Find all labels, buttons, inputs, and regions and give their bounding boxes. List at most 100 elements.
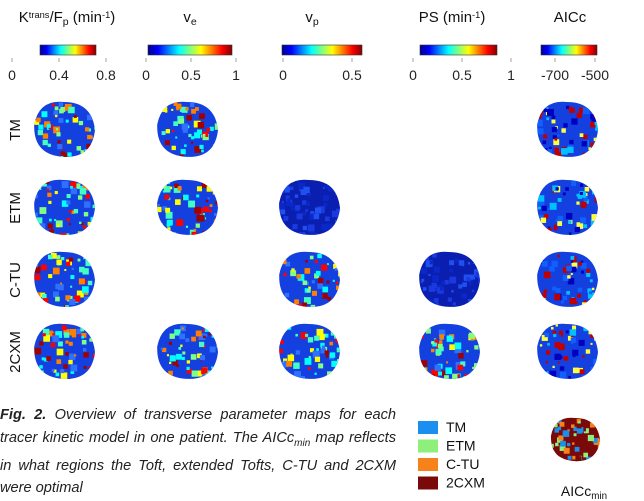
map-pixel <box>75 308 77 310</box>
map-pixel <box>332 187 335 190</box>
map-pixel <box>280 188 285 193</box>
map-pixel <box>569 232 572 235</box>
map-pixel <box>69 342 73 346</box>
map-pixel <box>179 119 184 124</box>
map-pixel <box>338 298 343 303</box>
map-pixel <box>197 186 202 191</box>
map-pixel <box>315 207 321 213</box>
map-pixel <box>569 108 575 114</box>
column-title: PS (min-1) <box>419 9 486 26</box>
map-pixel <box>597 145 603 151</box>
map-pixel <box>53 268 60 275</box>
map-pixel <box>85 149 90 154</box>
map-pixel <box>292 224 297 229</box>
map-pixel <box>448 380 451 383</box>
map-pixel <box>40 223 46 229</box>
map-pixel <box>166 376 169 379</box>
map-pixel <box>425 256 430 261</box>
map-pixel <box>581 202 587 208</box>
map-pixel <box>161 183 167 189</box>
map-pixel <box>325 217 330 222</box>
map-pixel <box>217 344 221 348</box>
map-pixel <box>34 266 41 273</box>
map-pixel <box>42 357 45 360</box>
map-pixel <box>335 268 338 271</box>
map-pixel <box>291 268 294 271</box>
map-pixel <box>576 302 578 304</box>
map-pixel <box>38 156 42 160</box>
map-pixel <box>312 291 317 296</box>
row-label: 2CXM <box>7 331 24 373</box>
map-pixel <box>62 325 67 330</box>
map-pixel <box>215 123 221 129</box>
map-background <box>125 152 249 264</box>
map-pixel <box>68 107 74 113</box>
map-pixel <box>88 225 94 231</box>
map-pixel <box>184 144 187 147</box>
map-pixel <box>536 113 541 118</box>
map-pixel <box>185 107 188 110</box>
map-pixel <box>165 208 170 213</box>
map-pixel <box>67 194 71 198</box>
map-pixel <box>466 350 468 352</box>
map-pixel <box>477 306 481 310</box>
map-pixel <box>587 326 591 330</box>
map-pixel <box>168 188 170 190</box>
map-pixel <box>469 333 475 339</box>
map-pixel <box>572 456 576 460</box>
tick-label: 0.8 <box>96 67 116 83</box>
map-pixel <box>436 303 439 306</box>
tick-label: 0 <box>279 67 287 83</box>
map-pixel <box>599 433 605 439</box>
map-pixel <box>170 235 175 240</box>
map-pixel <box>458 353 464 359</box>
column-title: ve <box>183 9 197 28</box>
map-pixel <box>209 180 216 187</box>
map-pixel <box>553 334 556 337</box>
map-pixel <box>457 374 460 377</box>
map-pixel <box>594 112 599 117</box>
caption-text: min <box>294 437 310 448</box>
map-pixel <box>58 118 63 123</box>
tick-label: 0 <box>8 67 16 83</box>
map-pixel <box>337 359 341 363</box>
map-pixel <box>282 377 288 383</box>
map-pixel <box>468 299 473 304</box>
map-pixel <box>335 336 341 342</box>
map-pixel <box>560 422 565 427</box>
map-pixel <box>183 195 189 201</box>
map-pixel <box>470 255 474 259</box>
map-pixel <box>568 278 574 284</box>
map-pixel <box>59 233 66 240</box>
map-pixel <box>70 329 77 336</box>
map-pixel <box>440 307 442 309</box>
map-pixel <box>52 104 55 107</box>
map-pixel <box>84 212 88 216</box>
map-pixel <box>295 334 298 337</box>
map-pixel <box>278 327 280 329</box>
map-pixel <box>592 288 594 290</box>
map-pixel <box>175 379 177 381</box>
map-pixel <box>593 359 599 365</box>
map-pixel <box>176 104 182 110</box>
map-pixel <box>214 221 219 226</box>
colorbar <box>420 45 497 55</box>
map-pixel <box>41 230 46 235</box>
map-pixel <box>582 141 588 147</box>
map-pixel <box>191 142 193 144</box>
map-pixel <box>583 107 590 114</box>
map-pixel <box>173 121 178 126</box>
map-pixel <box>335 281 338 284</box>
map-pixel <box>444 375 449 380</box>
map-pixel <box>291 207 294 210</box>
map-pixel <box>428 274 430 276</box>
map-pixel <box>51 343 56 348</box>
map-pixel <box>474 363 480 369</box>
map-pixel <box>561 335 563 337</box>
row-label: C-TU <box>7 262 24 298</box>
map-pixel <box>552 116 556 120</box>
map-pixel <box>339 306 343 310</box>
map-pixel <box>555 342 561 348</box>
map-pixel <box>472 290 474 292</box>
map-pixel <box>84 297 90 303</box>
